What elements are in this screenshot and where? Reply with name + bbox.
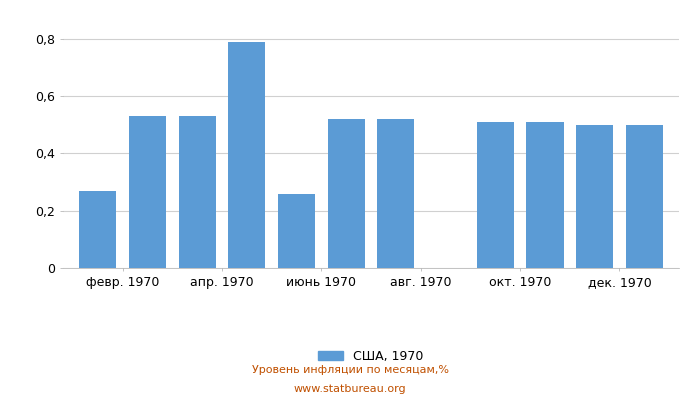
Bar — [477, 122, 514, 268]
Bar — [178, 116, 216, 268]
Bar — [278, 194, 315, 268]
Text: Уровень инфляции по месяцам,%: Уровень инфляции по месяцам,% — [251, 365, 449, 375]
Text: www.statbureau.org: www.statbureau.org — [294, 384, 406, 394]
Bar — [626, 125, 663, 268]
Bar — [129, 116, 166, 268]
Legend: США, 1970: США, 1970 — [314, 344, 428, 368]
Bar — [377, 119, 414, 268]
Bar — [228, 42, 265, 268]
Bar — [328, 119, 365, 268]
Bar — [526, 122, 564, 268]
Bar — [79, 191, 116, 268]
Bar — [576, 125, 613, 268]
